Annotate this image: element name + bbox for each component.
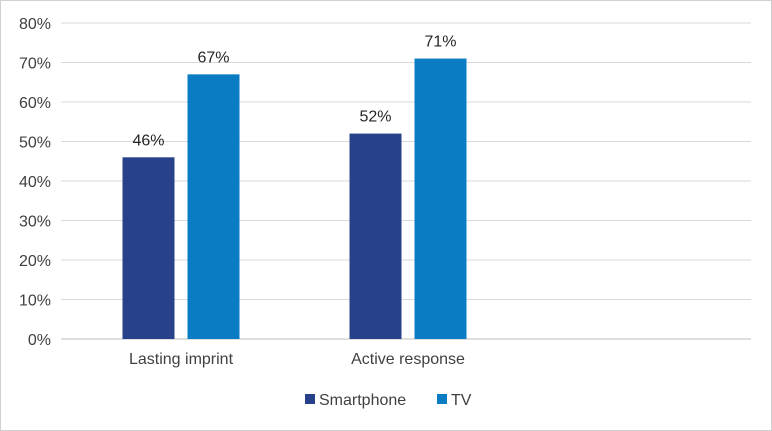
category-label: Lasting imprint bbox=[129, 351, 234, 368]
y-tick-label: 50% bbox=[19, 135, 51, 152]
y-tick-label: 10% bbox=[19, 293, 51, 310]
data-label: 71% bbox=[424, 34, 456, 51]
bar-smartphone-1 bbox=[349, 133, 402, 339]
bar-tv-1 bbox=[414, 58, 467, 340]
legend-label-tv: TV bbox=[451, 392, 472, 409]
bar-smartphone-0 bbox=[122, 157, 175, 339]
data-label: 46% bbox=[132, 132, 164, 149]
y-tick-label: 60% bbox=[19, 95, 51, 112]
y-tick-label: 40% bbox=[19, 174, 51, 191]
bar-tv-0 bbox=[187, 74, 240, 339]
bars bbox=[122, 58, 467, 340]
legend-swatch-tv bbox=[437, 394, 447, 404]
y-tick-label: 80% bbox=[19, 16, 51, 33]
legend-swatch-smartphone bbox=[305, 394, 315, 404]
y-tick-label: 70% bbox=[19, 56, 51, 73]
category-label: Active response bbox=[351, 351, 465, 368]
y-tick-label: 30% bbox=[19, 214, 51, 231]
y-axis-ticks: 0% 10% 20% 30% 40% 50% 60% 70% 80% bbox=[19, 16, 51, 349]
y-tick-label: 0% bbox=[28, 332, 51, 349]
legend-label-smartphone: Smartphone bbox=[319, 392, 406, 409]
x-axis-categories: Lasting imprint Active response bbox=[129, 351, 465, 368]
data-labels: 46% 67% 52% 71% bbox=[132, 34, 456, 150]
data-label: 67% bbox=[197, 49, 229, 66]
data-label: 52% bbox=[359, 109, 391, 126]
gridlines bbox=[61, 22, 751, 340]
y-tick-label: 20% bbox=[19, 253, 51, 270]
legend: Smartphone TV bbox=[305, 392, 472, 409]
